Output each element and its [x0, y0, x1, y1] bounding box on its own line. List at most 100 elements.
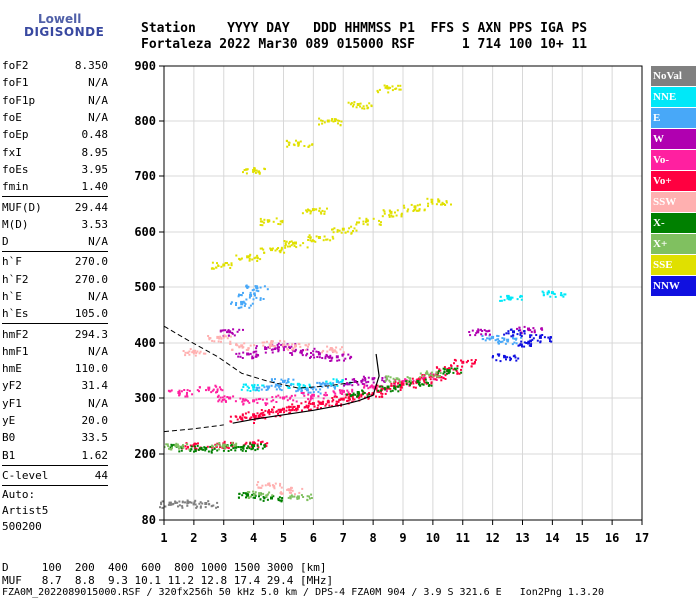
echo-speck	[395, 214, 398, 217]
echo-speck	[517, 329, 520, 332]
echo-speck	[289, 405, 292, 408]
echo-speck	[194, 499, 197, 502]
echo-speck	[331, 404, 334, 407]
echo-speck	[381, 395, 383, 398]
echo-speck	[481, 334, 484, 337]
echo-speck	[386, 378, 389, 381]
param-row: h`F2 270.0	[2, 271, 108, 288]
echo-speck	[261, 341, 264, 344]
echo-speck	[285, 395, 288, 398]
echo-speck	[241, 414, 244, 417]
echo-speck	[444, 204, 447, 206]
echo-speck	[261, 447, 264, 450]
echo-speck	[194, 354, 197, 357]
echo-speck	[418, 208, 421, 211]
echo-speck	[332, 349, 335, 352]
echo-speck	[243, 399, 246, 402]
echo-speck	[223, 398, 226, 401]
echo-speck	[330, 357, 333, 360]
echo-speck	[220, 265, 223, 268]
echo-speck	[254, 169, 257, 172]
echo-speck	[291, 343, 294, 346]
x-tick-label: 14	[545, 531, 559, 545]
echo-speck	[279, 249, 282, 252]
echo-speck	[393, 385, 396, 388]
echo-speck	[244, 303, 247, 305]
echo-point	[437, 199, 441, 203]
echo-speck	[385, 390, 388, 393]
echo-speck	[182, 444, 185, 447]
param-group-muf: MUF(D) 29.44 M(D) 3.53 D N/A	[2, 198, 108, 250]
echo-speck	[373, 387, 376, 390]
echo-speck	[262, 221, 265, 224]
echo-speck	[473, 362, 476, 365]
echo-speck	[258, 170, 260, 173]
echo-speck	[494, 339, 497, 342]
echo-speck	[336, 384, 339, 387]
param-row: fmin 1.40	[2, 178, 108, 195]
echo-speck	[292, 242, 295, 245]
echo-speck	[282, 349, 285, 352]
header-values: Fortaleza 2022 Mar30 089 015000 RSF 1 71…	[141, 37, 588, 52]
echo-speck	[414, 208, 417, 211]
param-name: hmE	[2, 362, 22, 376]
echo-speck	[249, 417, 252, 420]
echo-speck	[278, 386, 281, 389]
echo-speck	[240, 257, 243, 260]
echo-speck	[229, 335, 232, 338]
echo-speck	[412, 386, 415, 389]
echo-speck	[272, 406, 275, 409]
echo-point	[356, 103, 360, 106]
echo-speck	[416, 204, 419, 207]
echo-speck	[505, 332, 508, 335]
echo-speck	[418, 377, 421, 380]
echo-speck	[320, 212, 323, 215]
echo-speck	[235, 415, 238, 418]
echo-speck	[278, 496, 281, 499]
legend-item-sse: SSE	[651, 255, 696, 275]
echo-speck	[441, 203, 444, 206]
echo-speck	[277, 498, 280, 501]
param-value: N/A	[88, 344, 108, 358]
echo-speck	[322, 239, 325, 242]
echo-speck	[195, 506, 198, 509]
echo-speck	[265, 445, 268, 448]
echo-point	[240, 417, 244, 421]
echo-speck	[304, 400, 307, 403]
echo-speck	[495, 359, 498, 362]
echo-point	[246, 255, 250, 259]
echo-speck	[269, 346, 271, 349]
echo-speck	[178, 450, 181, 453]
echo-speck	[350, 225, 353, 228]
echo-point	[222, 263, 226, 267]
echo-point	[527, 327, 530, 331]
echo-speck	[268, 413, 271, 416]
echo-speck	[176, 501, 179, 504]
param-group-c-level: C-level 44	[2, 467, 108, 484]
echo-speck	[230, 302, 232, 305]
echo-speck	[370, 105, 373, 108]
echo-speck	[312, 354, 315, 357]
echo-speck	[366, 393, 369, 396]
echo-speck	[216, 449, 219, 452]
echo-speck	[251, 289, 254, 292]
echo-point	[401, 382, 405, 386]
echo-speck	[324, 394, 327, 397]
echo-speck	[362, 223, 365, 226]
echo-speck	[290, 352, 293, 355]
echo-speck	[230, 263, 233, 266]
echo-speck	[299, 140, 302, 143]
echo-speck	[530, 334, 533, 337]
echo-speck	[195, 352, 198, 354]
echo-speck	[375, 395, 377, 398]
echo-speck	[248, 257, 251, 260]
echo-point	[491, 335, 495, 339]
echo-point	[216, 335, 220, 339]
echo-speck	[290, 382, 293, 385]
y-tick-label: 600	[134, 225, 156, 239]
echo-speck	[501, 340, 504, 343]
echo-speck	[321, 403, 324, 405]
param-name: h`E	[2, 290, 22, 303]
echo-speck	[291, 353, 294, 356]
echo-speck	[430, 384, 433, 387]
